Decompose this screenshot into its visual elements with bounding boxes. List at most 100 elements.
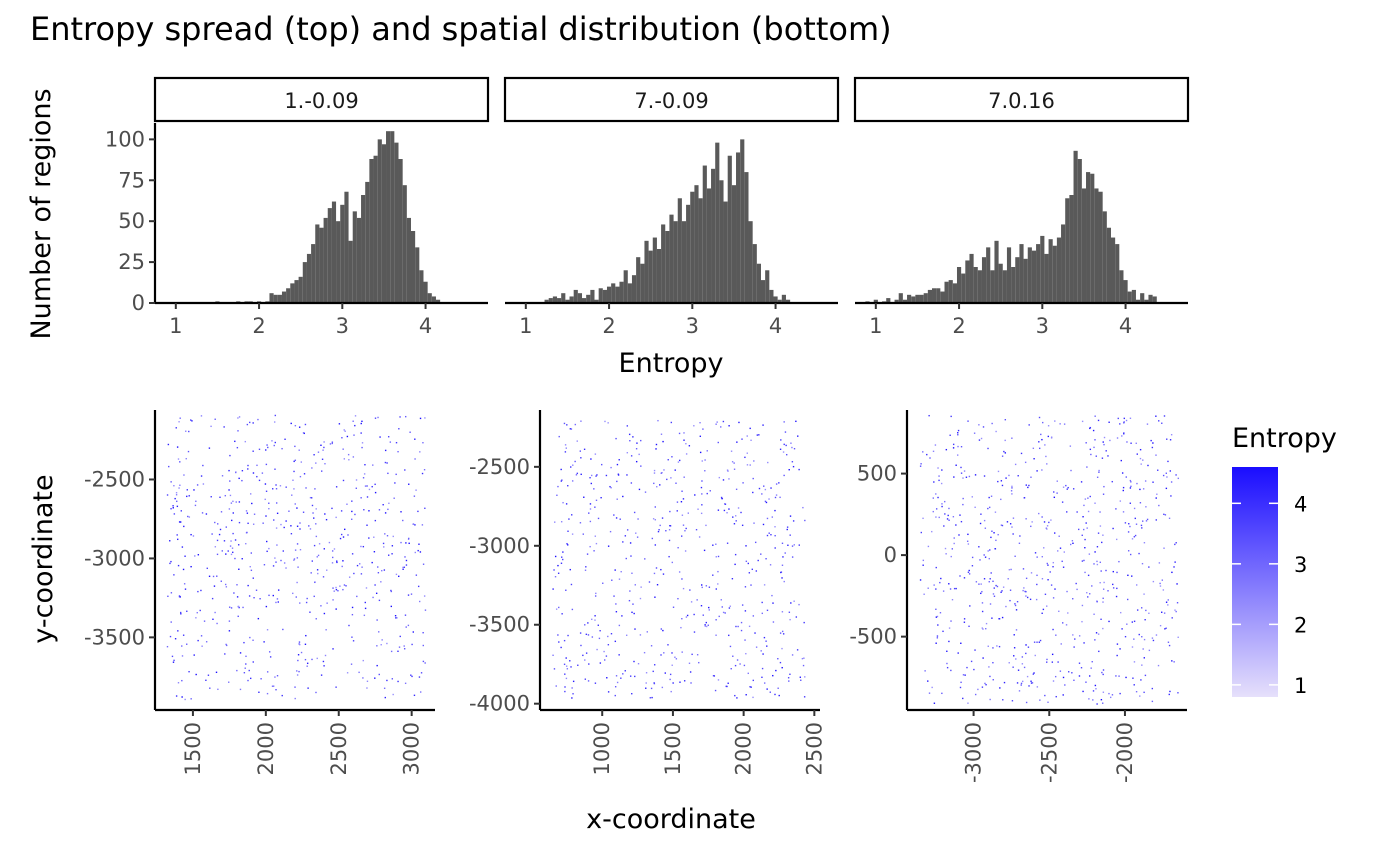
scatter-point [391, 678, 394, 680]
scatter-point [992, 593, 995, 595]
scatter-point [1051, 653, 1054, 656]
scatter-point [595, 475, 597, 477]
scatter-point [991, 422, 993, 425]
scatter-point [780, 571, 782, 574]
scatter-point [766, 517, 769, 520]
scatter-point [390, 589, 392, 592]
scatter-point [564, 690, 566, 693]
scatter-point [180, 613, 182, 615]
scatter-point [1046, 605, 1048, 607]
scatter-point [383, 687, 386, 689]
scatter-point [991, 617, 993, 619]
scatter-point [803, 621, 805, 624]
scatter-point [769, 691, 771, 693]
scatter-point [637, 518, 639, 520]
scatter-point [384, 449, 387, 452]
scatter-point [1033, 458, 1035, 460]
scatter-point [1112, 527, 1114, 530]
scatter-point [626, 425, 629, 427]
scatter-point [185, 430, 187, 432]
scatter-point [326, 569, 328, 571]
scatter-point [1107, 455, 1109, 457]
scatter-point [722, 479, 725, 481]
scatter-point [200, 415, 203, 417]
histogram-bar [1069, 195, 1074, 303]
y-tick-label: -3500 [84, 625, 145, 649]
scatter-point [1061, 501, 1064, 503]
scatter-point [386, 535, 389, 537]
scatter-point [668, 529, 671, 531]
scatter-point [264, 483, 267, 485]
scatter-point [1089, 593, 1091, 595]
scatter-point [754, 632, 756, 634]
scatter-point [1111, 480, 1113, 483]
scatter-point [1109, 439, 1111, 442]
scatter-point [335, 686, 337, 688]
histogram-bar [273, 294, 278, 303]
histogram-bar [1015, 257, 1020, 303]
scatter-point [366, 496, 369, 498]
scatter-point [175, 492, 178, 494]
scatter-point [618, 624, 621, 627]
scatter-point [748, 572, 751, 574]
scatter-point [580, 420, 582, 422]
scatter-point [718, 615, 720, 618]
scatter-point [554, 555, 557, 558]
scatter-point [720, 496, 723, 499]
scatter-point [1072, 634, 1074, 636]
scatter-point [734, 664, 737, 667]
scatter-point [772, 602, 774, 604]
figure-title: Entropy spread (top) and spatial distrib… [30, 10, 892, 48]
scatter-point [1122, 511, 1125, 513]
scatter-point [614, 569, 616, 571]
scatter-point [232, 551, 234, 554]
scatter-point [400, 511, 402, 513]
scatter-point [1119, 648, 1121, 650]
scatter-x-axis-title: x-coordinate [586, 804, 756, 835]
scatter-point [1175, 542, 1177, 544]
histogram-bar [1090, 173, 1095, 303]
scatter-point [636, 536, 639, 538]
scatter-point [271, 440, 273, 442]
scatter-point [1177, 477, 1180, 480]
histogram-bar [623, 270, 628, 303]
scatter-point [927, 545, 930, 548]
scatter-point [1055, 634, 1057, 636]
scatter-point [1009, 523, 1012, 525]
x-tick-label: 1 [169, 314, 182, 338]
scatter-point [781, 666, 783, 669]
scatter-point [660, 654, 662, 656]
scatter-point [237, 605, 239, 608]
scatter-point [398, 646, 401, 648]
scatter-point [1095, 632, 1098, 634]
scatter-point [1092, 690, 1095, 692]
scatter-point [1098, 650, 1100, 653]
scatter-point [383, 546, 385, 548]
scatter-point [1008, 474, 1010, 477]
scatter-point [283, 562, 286, 564]
scatter-point [1141, 664, 1143, 666]
scatter-point [595, 499, 598, 502]
scatter-point [176, 534, 178, 536]
scatter-point [1157, 664, 1160, 667]
scatter-point [782, 556, 784, 558]
scatter-point [1006, 521, 1009, 523]
scatter-point [275, 527, 278, 529]
scatter-point [560, 480, 563, 482]
scatter-point [765, 501, 768, 504]
scatter-point [761, 612, 763, 615]
scatter-point [1122, 489, 1124, 492]
scatter-point [964, 674, 966, 676]
scatter-point [423, 595, 426, 597]
scatter-point [938, 475, 940, 477]
scatter-point [225, 644, 228, 647]
scatter-point [1073, 679, 1075, 681]
histogram-bar [573, 289, 578, 303]
scatter-point [730, 450, 733, 452]
scatter-point [1036, 470, 1038, 472]
scatter-point [234, 539, 237, 541]
scatter-point [170, 560, 172, 563]
scatter-point [1041, 516, 1043, 518]
scatter-point [781, 647, 783, 650]
